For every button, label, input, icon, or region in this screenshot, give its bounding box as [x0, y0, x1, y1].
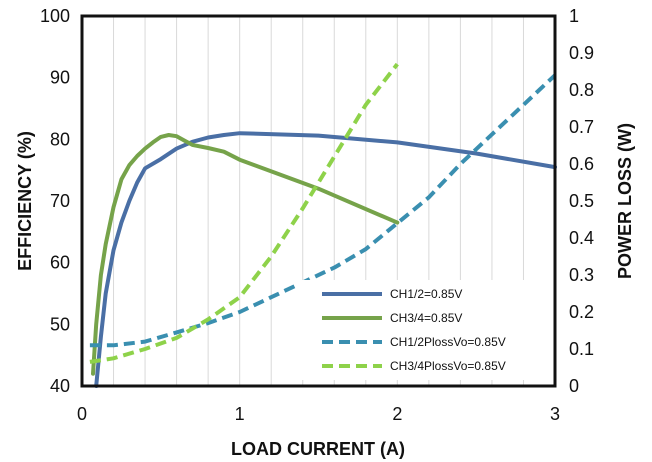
y2-tick-label: 0.9 [569, 43, 594, 63]
series-line-3 [89, 73, 557, 348]
y-tick-label: 40 [50, 376, 70, 396]
legend-label: CH1/2=0.85V [390, 287, 462, 301]
y2-tick-label: 0.4 [569, 228, 594, 248]
y2-tick-label: 0.7 [569, 117, 594, 137]
y2-tick-label: 0.3 [569, 265, 594, 285]
x-tick-label: 1 [235, 404, 245, 424]
y2-tick-label: 0.2 [569, 302, 594, 322]
y-tick-label: 90 [50, 68, 70, 88]
x-tick-label: 3 [550, 404, 560, 424]
y2-axis-title: POWER LOSS (W) [615, 123, 635, 279]
y-axis-title: EFFICIENCY (%) [15, 131, 35, 271]
y2-tick-label: 0.8 [569, 80, 594, 100]
legend-box [298, 280, 553, 380]
plot-frame [80, 14, 557, 388]
y2-tick-labels: 0 0.1 0.2 0.3 0.4 0.5 0.6 0.7 0.8 0.9 1 [569, 6, 594, 396]
y-tick-label: 100 [40, 6, 70, 26]
y-tick-labels: 40 50 60 70 80 90 100 [40, 6, 70, 396]
y2-tick-label: 1 [569, 6, 579, 26]
y2-tick-label: 0.6 [569, 154, 594, 174]
x-tick-labels: 0 1 2 3 [77, 404, 560, 424]
legend-label: CH3/4PlossVo=0.85V [390, 359, 506, 373]
y-tick-label: 50 [50, 314, 70, 334]
series-line-2 [91, 133, 400, 376]
y-tick-label: 70 [50, 191, 70, 211]
y2-tick-label: 0.5 [569, 191, 594, 211]
series-line-1 [94, 131, 557, 388]
y2-tick-label: 0 [569, 376, 579, 396]
legend-label: CH3/4=0.85V [390, 311, 462, 325]
y2-tick-label: 0.1 [569, 339, 594, 359]
legend-label: CH1/2PlossVo=0.85V [390, 335, 506, 349]
y-tick-label: 60 [50, 253, 70, 273]
legend: CH1/2=0.85V CH3/4=0.85V CH1/2PlossVo=0.85V… [298, 280, 553, 380]
series-layer [89, 62, 557, 388]
y-tick-label: 80 [50, 129, 70, 149]
x-tick-label: 0 [77, 404, 87, 424]
x-axis-title: LOAD CURRENT (A) [231, 439, 405, 459]
x-tick-label: 2 [392, 404, 402, 424]
